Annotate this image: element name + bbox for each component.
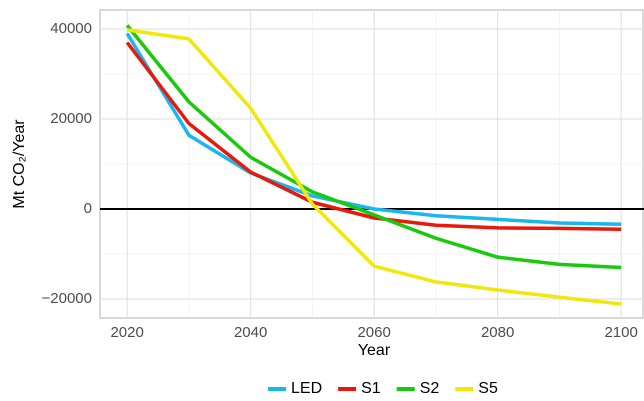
x-tick-label: 2100 [604,324,637,341]
series-line [126,28,622,306]
series-line [125,41,622,231]
y-tick-label: 40000 [50,20,92,37]
y-tick-label: −20000 [42,290,92,307]
legend-label: S2 [420,380,440,397]
legend-label: S1 [361,380,381,397]
x-tick-label: 2080 [481,324,514,341]
legend-label: LED [291,380,322,397]
x-tick-label: 2060 [357,324,390,341]
y-tick-label: 0 [84,200,92,217]
y-tick-label: 20000 [50,110,92,127]
series-line [125,24,622,270]
series-line [125,32,622,227]
y-axis-title: Mt CO₂/Year [11,119,28,209]
x-tick-label: 2040 [234,324,267,341]
x-axis-title: Year [358,342,391,359]
legend-label: S5 [478,380,498,397]
x-tick-label: 2020 [110,324,143,341]
